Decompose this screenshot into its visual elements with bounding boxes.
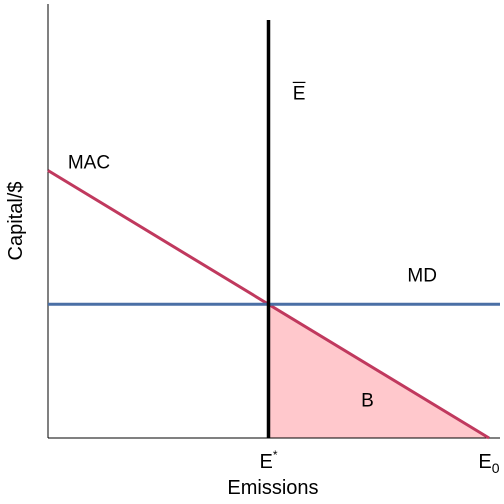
annotation-mac: MAC <box>68 152 110 173</box>
annotation-md: MD <box>407 265 437 286</box>
annotation-b: B <box>361 391 374 412</box>
x-tick-label-2: E0 <box>478 451 499 476</box>
annotation-e-bar: E <box>293 83 306 104</box>
chart-labels: Emissions Capital/$ <box>5 182 319 499</box>
x-axis-label: Emissions <box>227 477 318 499</box>
plot-area: E* E0 MAC MD E B <box>47 4 500 476</box>
x-tick-label-1: E* <box>259 448 277 473</box>
y-axis-label: Capital/$ <box>5 182 27 261</box>
